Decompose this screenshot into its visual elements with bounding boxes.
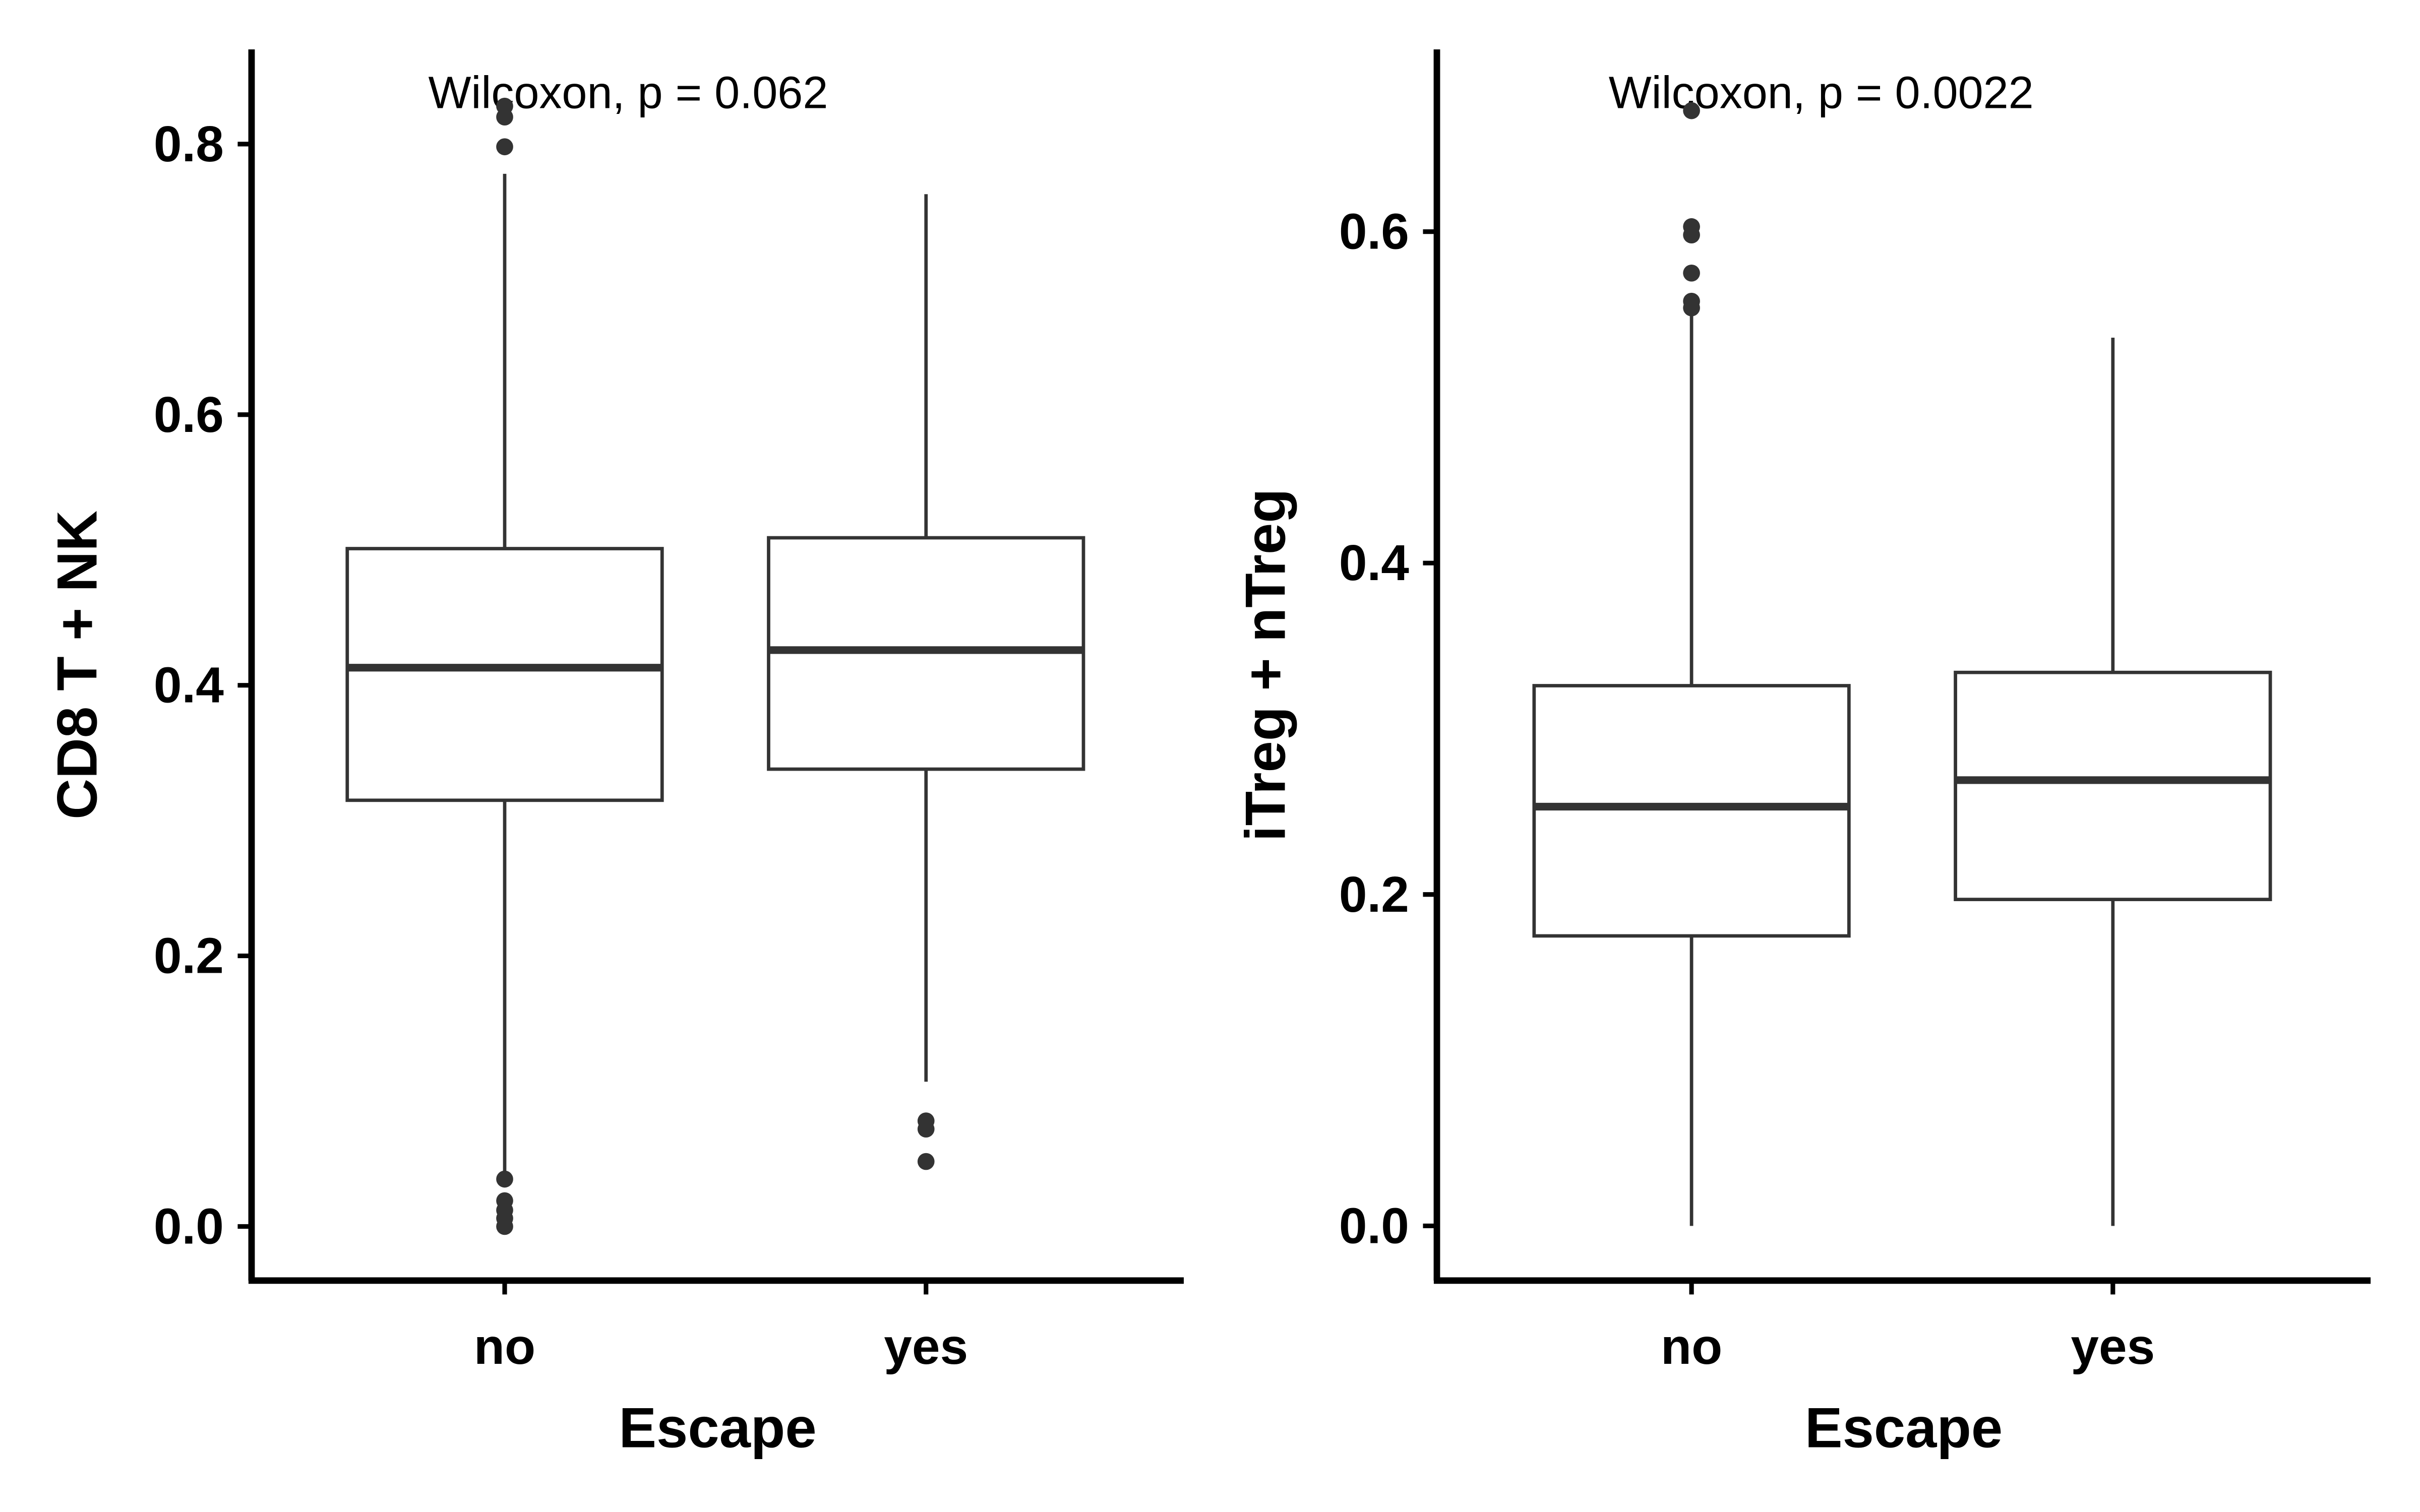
outlier-point <box>1683 299 1700 317</box>
y-tick-label: 0.2 <box>154 928 224 984</box>
box-iqr <box>1954 670 2272 901</box>
outlier-point <box>1683 226 1700 244</box>
outlier-point <box>496 108 513 126</box>
box-iqr <box>345 547 664 802</box>
x-axis-title: Escape <box>619 1396 816 1459</box>
x-tick-label: no <box>1661 1318 1722 1375</box>
outlier-point <box>496 1170 513 1188</box>
y-tick-label: 0.2 <box>1339 866 1409 923</box>
y-axis-title: CD8 T + NK <box>46 511 109 820</box>
outlier-point <box>1683 102 1700 119</box>
y-tick-label: 0.8 <box>154 116 224 172</box>
y-tick-label: 0.4 <box>154 657 224 714</box>
box-iqr <box>1532 684 1851 938</box>
y-tick-label: 0.6 <box>1339 204 1409 260</box>
y-tick-label: 0.0 <box>1339 1198 1409 1254</box>
y-tick-label: 0.0 <box>154 1198 224 1254</box>
outlier-point <box>496 1218 513 1235</box>
x-tick-label: yes <box>884 1318 968 1375</box>
wilcoxon-annotation: Wilcoxon, p = 0.0022 <box>1609 68 2034 118</box>
outlier-point <box>917 1153 935 1170</box>
outlier-point <box>917 1120 935 1138</box>
outlier-point <box>1683 264 1700 282</box>
wilcoxon-annotation: Wilcoxon, p = 0.062 <box>428 68 828 118</box>
x-tick-label: no <box>474 1318 535 1375</box>
outlier-point <box>496 138 513 156</box>
y-axis-title: iTreg + nTreg <box>1234 488 1297 841</box>
y-tick-label: 0.4 <box>1339 535 1409 591</box>
x-tick-label: yes <box>2071 1318 2155 1375</box>
y-tick-label: 0.6 <box>154 387 224 443</box>
x-axis-title: Escape <box>1805 1396 2003 1459</box>
